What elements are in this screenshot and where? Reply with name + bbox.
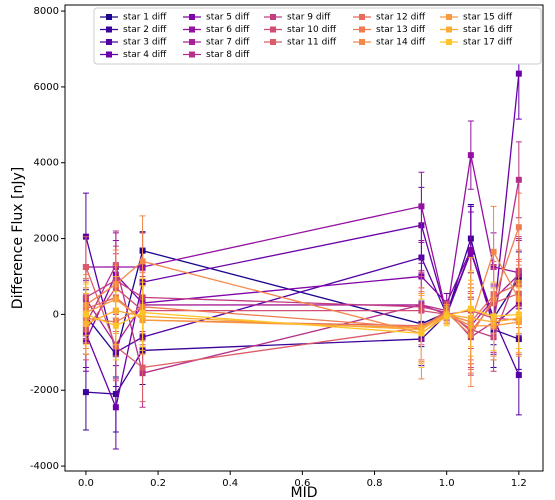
series-line bbox=[85, 286, 519, 330]
marker bbox=[82, 389, 89, 396]
x-axis-label: MID bbox=[291, 485, 318, 500]
legend-marker bbox=[359, 26, 365, 33]
legend-frame bbox=[93, 7, 542, 65]
x-tick-label: 0.6 bbox=[294, 478, 310, 489]
y-axis-label: Difference Flux [nJy] bbox=[10, 167, 26, 309]
legend-label: star 5 diff bbox=[206, 13, 250, 23]
legend-label: star 1 diff bbox=[123, 13, 167, 23]
series-line bbox=[85, 298, 519, 329]
marker bbox=[443, 313, 450, 320]
y-tick-label: 4000 bbox=[34, 158, 59, 169]
legend-marker bbox=[189, 51, 195, 58]
legend-marker bbox=[270, 39, 276, 45]
x-tick-label: 1.0 bbox=[439, 478, 455, 489]
marker bbox=[515, 224, 522, 231]
legend-marker bbox=[270, 26, 276, 33]
legend-label: star 2 diff bbox=[123, 25, 167, 35]
legend-marker bbox=[189, 14, 195, 20]
series-line bbox=[85, 266, 520, 369]
series-line bbox=[85, 236, 520, 376]
legend-label: star 6 diff bbox=[206, 25, 250, 35]
legend-label: star 16 diff bbox=[463, 25, 513, 35]
marker bbox=[139, 364, 146, 371]
legend-label: star 12 diff bbox=[376, 13, 426, 23]
x-tick-label: 0.2 bbox=[150, 478, 166, 489]
marker bbox=[467, 305, 474, 312]
legend-marker bbox=[446, 26, 452, 33]
legend-label: star 4 diff bbox=[123, 50, 167, 60]
marker bbox=[490, 248, 497, 255]
legend-marker bbox=[189, 26, 195, 33]
marker bbox=[82, 264, 89, 271]
x-tick-label: 0.0 bbox=[78, 478, 94, 489]
x-tick-label: 1.2 bbox=[511, 478, 527, 489]
y-tick-label: 8000 bbox=[34, 6, 59, 17]
series-line bbox=[85, 309, 519, 331]
legend-label: star 11 diff bbox=[287, 38, 337, 48]
series-line bbox=[85, 270, 520, 338]
legend-label: star 13 diff bbox=[376, 25, 426, 35]
legend-label: star 15 diff bbox=[463, 13, 513, 23]
y-tick-label: -2000 bbox=[30, 385, 59, 396]
legend-marker bbox=[106, 26, 112, 33]
legend-label: star 10 diff bbox=[287, 25, 337, 35]
marker bbox=[418, 330, 425, 337]
legend-label: star 8 diff bbox=[206, 50, 250, 60]
marker bbox=[490, 313, 497, 320]
legend-label: star 7 diff bbox=[206, 38, 250, 48]
legend-marker bbox=[446, 14, 452, 20]
legend-marker bbox=[359, 39, 365, 45]
marker bbox=[515, 372, 522, 379]
marker bbox=[515, 311, 522, 318]
y-tick-label: -4000 bbox=[30, 461, 59, 472]
legend-marker bbox=[270, 14, 276, 20]
marker bbox=[112, 322, 119, 329]
legend-label: star 14 diff bbox=[376, 38, 426, 48]
marker bbox=[467, 246, 474, 253]
y-tick-label: 6000 bbox=[34, 82, 59, 93]
series-line bbox=[85, 308, 519, 335]
series-line bbox=[85, 248, 520, 342]
marker bbox=[418, 203, 425, 210]
y-tick-label: 0 bbox=[53, 309, 59, 320]
marker bbox=[82, 311, 89, 318]
series-line bbox=[85, 155, 519, 315]
legend-marker bbox=[106, 14, 112, 20]
plot-frame bbox=[64, 4, 544, 472]
marker bbox=[112, 404, 119, 411]
legend: star 1 diff star 2 diff star 3 diff star 4 … bbox=[93, 7, 542, 65]
series-line bbox=[85, 226, 520, 337]
legend-marker bbox=[189, 39, 195, 45]
legend-marker bbox=[359, 14, 365, 20]
y-tick-label: 2000 bbox=[34, 234, 59, 245]
legend-marker bbox=[106, 51, 112, 58]
x-tick-label: 0.8 bbox=[367, 478, 383, 489]
legend-marker bbox=[106, 39, 112, 45]
marker bbox=[139, 258, 146, 265]
marker bbox=[139, 309, 146, 316]
legend-label: star 9 diff bbox=[287, 13, 331, 23]
legend-label: star 3 diff bbox=[123, 38, 167, 48]
x-tick-label: 0.4 bbox=[222, 478, 238, 489]
legend-marker bbox=[446, 39, 452, 45]
marker bbox=[515, 70, 522, 77]
series-line bbox=[85, 73, 520, 410]
marker bbox=[467, 152, 474, 159]
legend-label: star 17 diff bbox=[463, 38, 513, 48]
series-line bbox=[85, 250, 520, 335]
marker bbox=[515, 176, 522, 183]
